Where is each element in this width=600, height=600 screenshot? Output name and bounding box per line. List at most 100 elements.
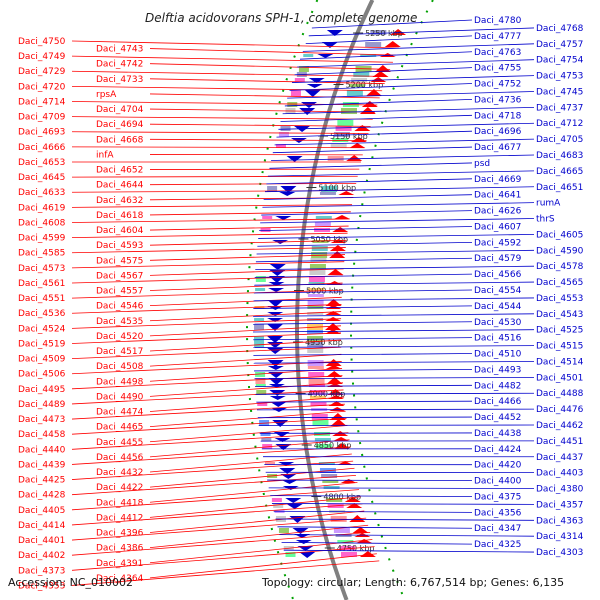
gene-label-forward[interactable]: Daci_4482 <box>474 381 521 391</box>
gene-label-forward[interactable]: Daci_4510 <box>474 350 522 360</box>
gene-label-reverse[interactable]: Daci_4425 <box>18 476 65 486</box>
gene-label-forward[interactable]: Daci_4677 <box>474 143 521 153</box>
gene-label-forward[interactable]: Daci_4780 <box>474 16 522 26</box>
gene-label-reverse[interactable]: Daci_4519 <box>18 339 66 349</box>
gene-label-reverse[interactable]: Daci_4386 <box>96 544 144 554</box>
gene-label-reverse[interactable]: Daci_4709 <box>18 113 66 123</box>
gene-label-forward[interactable]: Daci_4525 <box>536 326 583 336</box>
gene-label-reverse[interactable]: Daci_4733 <box>96 75 143 85</box>
gene-label-reverse[interactable]: infA <box>96 150 114 160</box>
gene-label-forward[interactable]: Daci_4712 <box>536 119 583 129</box>
gene-label-reverse[interactable]: Daci_4524 <box>18 324 66 334</box>
gene-label-reverse[interactable]: Daci_4535 <box>96 317 143 327</box>
gene-label-reverse[interactable]: Daci_4456 <box>96 453 144 463</box>
gene-label-reverse[interactable]: Daci_4575 <box>96 256 143 266</box>
gene-label-forward[interactable]: Daci_4605 <box>536 230 583 240</box>
gene-label-reverse[interactable]: Daci_4645 <box>18 173 65 183</box>
gene-label-reverse[interactable]: Daci_4750 <box>18 37 66 47</box>
gene-label-reverse[interactable]: Daci_4694 <box>96 120 144 130</box>
gene-label-reverse[interactable]: Daci_4414 <box>18 521 66 531</box>
gene-label-forward[interactable]: Daci_4363 <box>536 516 583 526</box>
gene-label-forward[interactable]: Daci_4400 <box>474 477 522 487</box>
gene-label-forward[interactable]: Daci_4737 <box>536 103 583 113</box>
gene-label-reverse[interactable]: Daci_4396 <box>96 529 144 539</box>
gene-label-reverse[interactable]: Daci_4520 <box>96 332 144 342</box>
gene-label-forward[interactable]: Daci_4763 <box>474 48 521 58</box>
gene-label-reverse[interactable]: rpsA <box>96 90 117 100</box>
gene-label-forward[interactable]: Daci_4516 <box>474 334 522 344</box>
gene-label-forward[interactable]: psd <box>474 159 490 169</box>
gene-label-forward[interactable]: rumA <box>536 199 561 209</box>
gene-label-reverse[interactable]: Daci_4633 <box>18 188 65 198</box>
gene-label-forward[interactable]: Daci_4451 <box>536 437 583 447</box>
gene-label-reverse[interactable]: Daci_4567 <box>96 271 143 281</box>
gene-label-forward[interactable]: Daci_4607 <box>474 222 521 232</box>
gene-label-reverse[interactable]: Daci_4729 <box>18 67 66 77</box>
gene-label-reverse[interactable]: Daci_4490 <box>96 392 144 402</box>
gene-label-forward[interactable]: Daci_4530 <box>474 318 522 328</box>
gene-label-reverse[interactable]: Daci_4498 <box>96 377 144 387</box>
gene-label-reverse[interactable]: Daci_4418 <box>96 498 144 508</box>
gene-label-forward[interactable]: Daci_4669 <box>474 175 522 185</box>
gene-label-forward[interactable]: Daci_4303 <box>536 548 583 558</box>
gene-label-forward[interactable]: Daci_4753 <box>536 72 583 82</box>
gene-label-forward[interactable]: Daci_4488 <box>536 389 584 399</box>
gene-label-reverse[interactable]: Daci_4536 <box>18 309 66 319</box>
gene-label-forward[interactable]: Daci_4665 <box>536 167 583 177</box>
gene-label-reverse[interactable]: Daci_4618 <box>96 211 144 221</box>
gene-label-forward[interactable]: Daci_4554 <box>474 286 522 296</box>
gene-label-reverse[interactable]: Daci_4742 <box>96 60 143 70</box>
gene-label-reverse[interactable]: Daci_4455 <box>96 438 143 448</box>
gene-label-reverse[interactable]: Daci_4561 <box>18 279 65 289</box>
gene-label-reverse[interactable]: Daci_4666 <box>18 143 66 153</box>
gene-label-forward[interactable]: Daci_4347 <box>474 524 521 534</box>
gene-label-forward[interactable]: Daci_4755 <box>474 64 521 74</box>
gene-label-forward[interactable]: Daci_4403 <box>536 469 583 479</box>
gene-label-reverse[interactable]: Daci_4573 <box>18 264 65 274</box>
gene-label-forward[interactable]: Daci_4777 <box>474 32 521 42</box>
gene-label-reverse[interactable]: Daci_4599 <box>18 234 66 244</box>
gene-label-forward[interactable]: Daci_4420 <box>474 461 522 471</box>
gene-label-forward[interactable]: Daci_4438 <box>474 429 522 439</box>
gene-label-reverse[interactable]: Daci_4652 <box>96 166 143 176</box>
gene-label-reverse[interactable]: Daci_4353 <box>18 581 65 591</box>
gene-label-reverse[interactable]: Daci_4604 <box>96 226 144 236</box>
gene-label-reverse[interactable]: Daci_4465 <box>96 423 143 433</box>
gene-label-forward[interactable]: Daci_4424 <box>474 445 522 455</box>
gene-label-forward[interactable]: Daci_4375 <box>474 492 521 502</box>
gene-label-reverse[interactable]: Daci_4632 <box>96 196 143 206</box>
gene-label-reverse[interactable]: Daci_4644 <box>96 181 144 191</box>
gene-label-reverse[interactable]: Daci_4495 <box>18 385 65 395</box>
gene-label-reverse[interactable]: Daci_4428 <box>18 491 66 501</box>
gene-label-forward[interactable]: Daci_4641 <box>474 191 521 201</box>
gene-label-forward[interactable]: Daci_4626 <box>474 207 522 217</box>
gene-label-reverse[interactable]: Daci_4401 <box>18 536 65 546</box>
gene-label-forward[interactable]: Daci_4314 <box>536 532 584 542</box>
gene-label-forward[interactable]: Daci_4356 <box>474 508 522 518</box>
gene-label-reverse[interactable]: Daci_4743 <box>96 45 143 55</box>
gene-label-reverse[interactable]: Daci_4749 <box>18 52 66 62</box>
gene-label-reverse[interactable]: Daci_4391 <box>96 559 143 569</box>
gene-label-reverse[interactable]: Daci_4412 <box>96 513 143 523</box>
gene-label-reverse[interactable]: Daci_4508 <box>96 362 144 372</box>
gene-label-forward[interactable]: Daci_4452 <box>474 413 521 423</box>
gene-label-reverse[interactable]: Daci_4422 <box>96 483 143 493</box>
gene-label-forward[interactable]: Daci_4683 <box>536 151 583 161</box>
gene-label-forward[interactable]: Daci_4565 <box>536 278 583 288</box>
gene-label-reverse[interactable]: Daci_4668 <box>96 135 144 145</box>
gene-label-forward[interactable]: Daci_4754 <box>536 56 584 66</box>
gene-label-reverse[interactable]: Daci_4458 <box>18 430 66 440</box>
gene-label-forward[interactable]: Daci_4696 <box>474 127 522 137</box>
gene-label-forward[interactable]: Daci_4752 <box>474 80 521 90</box>
gene-label-forward[interactable]: Daci_4590 <box>536 246 584 256</box>
gene-label-reverse[interactable]: Daci_4557 <box>96 287 143 297</box>
gene-label-forward[interactable]: Daci_4462 <box>536 421 583 431</box>
gene-label-reverse[interactable]: Daci_4619 <box>18 203 66 213</box>
gene-label-reverse[interactable]: Daci_4439 <box>18 460 66 470</box>
gene-label-forward[interactable]: Daci_4757 <box>536 40 583 50</box>
gene-label-reverse[interactable]: Daci_4585 <box>18 249 65 259</box>
gene-label-forward[interactable]: Daci_4437 <box>536 453 583 463</box>
gene-label-forward[interactable]: Daci_4566 <box>474 270 522 280</box>
gene-label-forward[interactable]: Daci_4651 <box>536 183 583 193</box>
gene-label-reverse[interactable]: Daci_4489 <box>18 400 66 410</box>
